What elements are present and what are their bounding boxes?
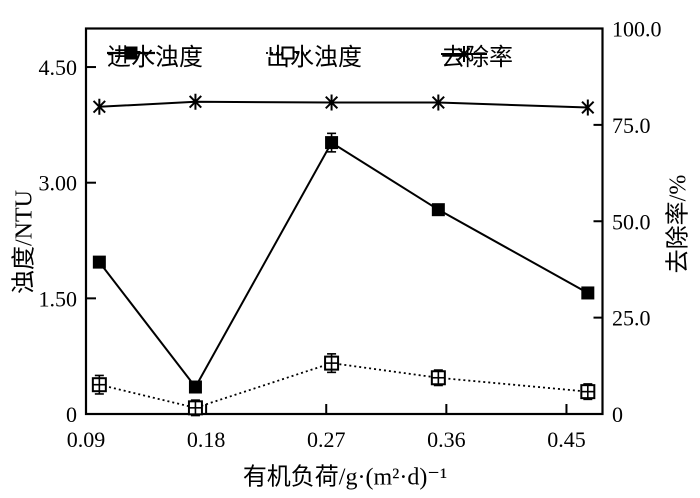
series-removal-rate [92,93,595,116]
legend-item-removal-rate: 去除率 [441,44,513,72]
svg-text:75.0: 75.0 [612,113,651,138]
series-influent-turbidity [92,132,595,394]
legend-item-influent-turbidity: 进水浊度 [107,44,203,72]
legend-label-removal-rate: 去除率 [441,45,513,71]
svg-text:0: 0 [612,402,623,427]
right-axis-title: 去除率/% [665,174,692,274]
svg-text:0.18: 0.18 [187,427,226,452]
svg-text:0.27: 0.27 [307,427,346,452]
x-axis-title: 有机负荷/g·(m²·d)⁻¹ [242,464,448,491]
axes: 0.09 0.18 0.27 0.36 0.45 0 1.50 3.00 4.50 0 25.0 50… [39,17,662,453]
svg-text:3.00: 3.00 [39,171,78,196]
legend-marker-filled-square-icon [107,46,155,60]
legend-label-influent-turbidity: 进水浊度 [107,45,203,71]
svg-text:25.0: 25.0 [612,306,651,331]
svg-text:0.09: 0.09 [67,427,106,452]
svg-text:100.0: 100.0 [612,17,662,42]
svg-text:1.50: 1.50 [39,286,78,311]
legend-marker-open-square-icon [266,46,310,60]
legend-marker-asterisk-icon [441,46,487,62]
left-axis-title: 浊度/NTU [11,190,38,294]
svg-text:50.0: 50.0 [612,209,651,234]
svg-text:4.50: 4.50 [39,55,78,80]
series-effluent-turbidity [91,353,596,417]
svg-text:0.36: 0.36 [427,427,466,452]
svg-text:0: 0 [66,402,77,427]
svg-text:0.45: 0.45 [547,427,586,452]
legend-item-effluent-turbidity: 出水浊度 [266,44,362,72]
